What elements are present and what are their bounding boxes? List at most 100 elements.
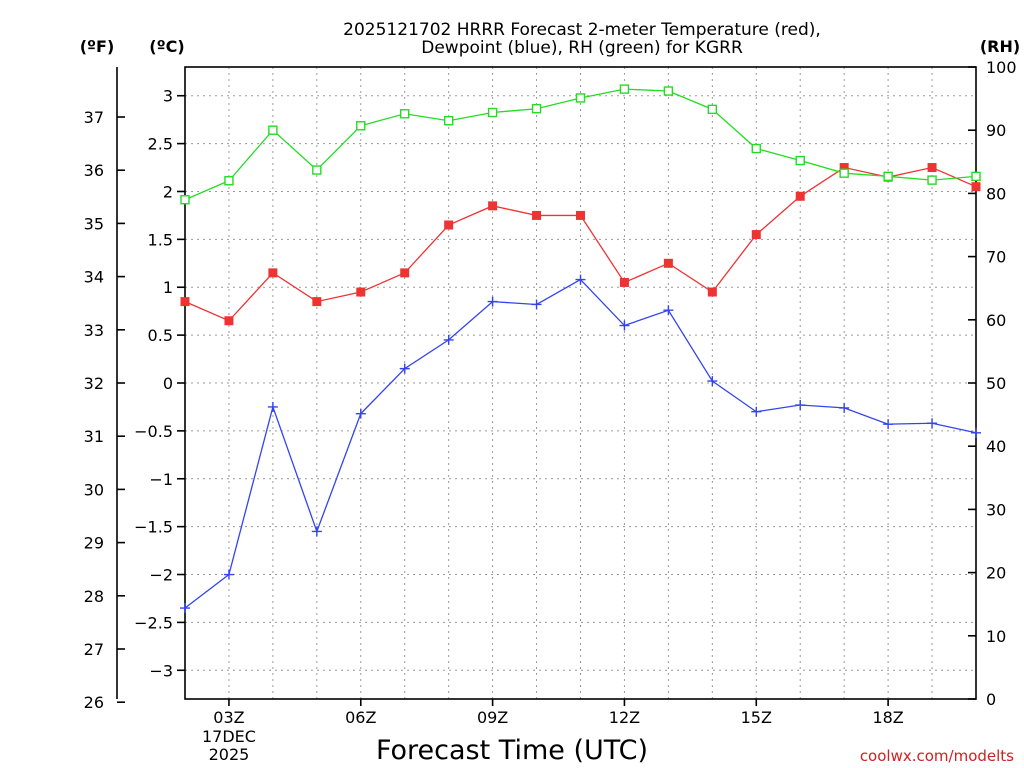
rh-point [751,143,761,154]
rh-point [619,84,630,94]
dewpoint-point [751,406,762,417]
dewpoint-point [927,418,938,429]
dewpoint-point [355,408,366,419]
dewpoint-point [223,569,234,580]
rh-line [184,88,977,201]
temperature-point [619,277,629,287]
temperature-point [576,210,585,220]
rh-tick-label: 80 [986,184,1006,203]
rh-tick-label: 90 [986,121,1006,140]
rh-point [312,165,322,175]
fahrenheit-tick-label: 37 [84,108,104,127]
x-tick-label: 12Z [609,708,640,727]
axis-layer: 3 2.5 2 1.5 1 0.5 0 −0.5 −1 −1.5 −2 −2.5 −3 37 36 35 34 3… [84,58,1017,764]
dewpoint-point [180,603,190,614]
temperature-point [532,210,542,220]
dewpoint-point [971,427,981,438]
rh-tick-label: 50 [986,374,1006,393]
rh-point [443,116,454,126]
rh-point [487,107,498,118]
temperature-point [707,287,717,297]
rh-tick-label: 100 [986,58,1017,77]
gridlines [185,67,976,699]
temperature-point [224,316,234,326]
rh-point [971,171,981,182]
temperature-point [971,182,981,192]
fahrenheit-tick-label: 26 [84,693,104,712]
x-axis-title: Forecast Time (UTC) [376,735,648,766]
dewpoint-point [311,526,322,537]
fahrenheit-unit-label: (ºF) [80,37,115,56]
dewpoint-point [399,363,410,374]
rh-point [927,175,937,185]
rh-point [224,176,234,186]
rh-point [268,125,278,135]
dewpoint-point [619,320,630,331]
rh-tick-label: 60 [986,311,1006,330]
rh-point [795,155,805,166]
celsius-tick-label: −1 [149,470,173,489]
temperature-point [356,287,366,297]
rh-point [839,168,849,178]
dewpoint-line [184,278,977,609]
celsius-tick-label: 3 [163,87,173,106]
rh-point [663,86,674,96]
celsius-tick-label: −2.5 [134,613,173,632]
rh-point [180,195,190,205]
fahrenheit-tick-label: 31 [84,427,104,446]
fahrenheit-tick-label: 33 [84,321,104,340]
x-tick-label: 09Z [477,708,508,727]
temperature-point [268,268,278,278]
celsius-tick-label: −2 [149,566,173,585]
rh-point [883,171,893,182]
celsius-tick-label: 1.5 [148,230,173,249]
x-tick-label: 18Z [872,708,903,727]
dewpoint-point [487,296,498,307]
celsius-tick-label: 0.5 [148,326,173,345]
fahrenheit-tick-label: 28 [84,587,104,606]
rh-tick-label: 70 [986,248,1006,267]
x-tick-label: 15Z [741,708,772,727]
fahrenheit-tick-label: 35 [84,214,104,233]
celsius-unit-label: (ºC) [149,37,184,56]
celsius-tick-label: −0.5 [134,422,173,441]
fahrenheit-tick-label: 32 [84,374,104,393]
temperature-point [180,297,190,307]
dewpoint-point [707,376,718,387]
temperature-point [839,163,849,173]
celsius-tick-label: −3 [149,661,173,680]
celsius-tick-label: 2.5 [148,135,173,154]
dewpoint-point [795,400,806,411]
dewpoint-point [839,402,850,413]
dewpoint-point [267,401,278,412]
rh-point [575,93,586,103]
dewpoint-point [443,334,454,345]
temperature-point [751,230,761,240]
fahrenheit-tick-label: 29 [84,534,104,553]
temperature-point [927,163,937,173]
x-date-label: 2025 [209,745,250,764]
fahrenheit-tick-label: 27 [84,640,104,659]
fahrenheit-tick-label: 34 [84,268,104,287]
celsius-tick-label: 1 [163,278,173,297]
rh-point [356,121,366,131]
rh-tick-label: 20 [986,564,1006,583]
temperature-point [795,191,805,201]
dewpoint-point [531,299,542,310]
rh-point [707,104,718,115]
x-tick-label: 03Z [213,708,244,727]
temperature-point [444,220,454,230]
fahrenheit-tick-label: 36 [84,161,104,180]
celsius-tick-label: −1.5 [134,518,173,537]
rh-point [400,109,410,119]
series-layer [180,84,981,614]
x-date-label: 17DEC [202,727,256,746]
rh-unit-label: (RH) [980,37,1020,56]
temperature-point [312,297,322,307]
rh-tick-label: 0 [986,690,996,709]
fahrenheit-tick-label: 30 [84,480,104,499]
temperature-point [488,201,498,211]
temperature-point [663,258,673,268]
rh-tick-label: 10 [986,627,1006,646]
celsius-tick-label: 0 [163,374,173,393]
